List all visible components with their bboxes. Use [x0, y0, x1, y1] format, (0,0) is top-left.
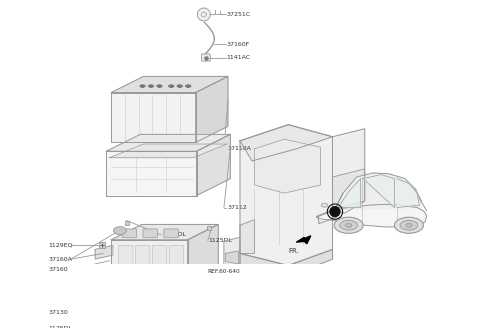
Ellipse shape [148, 85, 154, 87]
Text: 1125DL: 1125DL [48, 326, 72, 328]
Polygon shape [363, 174, 395, 208]
Text: 37112: 37112 [227, 205, 247, 210]
Polygon shape [254, 139, 321, 193]
Polygon shape [111, 288, 156, 311]
Text: REF.60-640: REF.60-640 [208, 269, 240, 274]
Polygon shape [111, 240, 188, 282]
Text: FR.: FR. [288, 248, 299, 254]
Ellipse shape [395, 217, 423, 233]
Ellipse shape [177, 85, 182, 87]
Text: 37160A: 37160A [48, 256, 72, 261]
Polygon shape [338, 179, 360, 208]
Polygon shape [240, 125, 333, 265]
Polygon shape [335, 173, 421, 209]
Polygon shape [95, 245, 113, 259]
Polygon shape [226, 251, 239, 264]
Ellipse shape [113, 227, 126, 235]
Ellipse shape [346, 223, 352, 227]
Polygon shape [111, 76, 228, 92]
Text: 37160F: 37160F [227, 42, 250, 47]
FancyBboxPatch shape [119, 245, 133, 270]
FancyBboxPatch shape [135, 245, 150, 270]
Ellipse shape [168, 85, 174, 87]
Polygon shape [196, 76, 228, 142]
Ellipse shape [141, 86, 144, 87]
Ellipse shape [334, 217, 363, 233]
Polygon shape [107, 134, 230, 151]
Ellipse shape [340, 220, 358, 230]
Text: 1129EQ: 1129EQ [48, 243, 73, 248]
Ellipse shape [157, 85, 162, 87]
Text: 37130: 37130 [48, 310, 68, 315]
Polygon shape [316, 204, 427, 227]
Polygon shape [240, 125, 333, 161]
Text: 1141AC: 1141AC [227, 55, 251, 60]
Ellipse shape [158, 86, 161, 87]
Ellipse shape [152, 288, 159, 311]
FancyBboxPatch shape [143, 229, 157, 238]
Ellipse shape [187, 86, 190, 87]
Polygon shape [196, 134, 230, 195]
Ellipse shape [150, 86, 152, 87]
Polygon shape [188, 224, 218, 282]
Circle shape [329, 206, 341, 217]
Text: 37160: 37160 [48, 267, 68, 272]
Polygon shape [109, 144, 227, 158]
Polygon shape [240, 220, 254, 254]
Polygon shape [111, 92, 196, 142]
FancyBboxPatch shape [169, 245, 184, 270]
Ellipse shape [179, 86, 181, 87]
FancyBboxPatch shape [202, 54, 210, 61]
FancyBboxPatch shape [164, 229, 179, 238]
Polygon shape [333, 169, 365, 209]
Ellipse shape [107, 288, 115, 311]
Text: 37251C: 37251C [227, 12, 251, 17]
Text: 1125DL: 1125DL [162, 233, 186, 237]
Ellipse shape [321, 203, 328, 207]
Polygon shape [197, 8, 210, 21]
Ellipse shape [170, 86, 172, 87]
Polygon shape [296, 236, 311, 244]
Polygon shape [107, 151, 196, 195]
Text: 1125DL: 1125DL [209, 238, 233, 243]
Ellipse shape [140, 85, 145, 87]
Polygon shape [224, 237, 240, 267]
Ellipse shape [185, 85, 191, 87]
Polygon shape [397, 179, 420, 208]
Polygon shape [333, 129, 365, 213]
FancyBboxPatch shape [152, 245, 167, 270]
FancyBboxPatch shape [122, 229, 136, 238]
Ellipse shape [400, 220, 418, 230]
Ellipse shape [406, 223, 412, 227]
Polygon shape [240, 249, 333, 277]
Text: 37110A: 37110A [227, 146, 251, 151]
Polygon shape [111, 224, 218, 240]
